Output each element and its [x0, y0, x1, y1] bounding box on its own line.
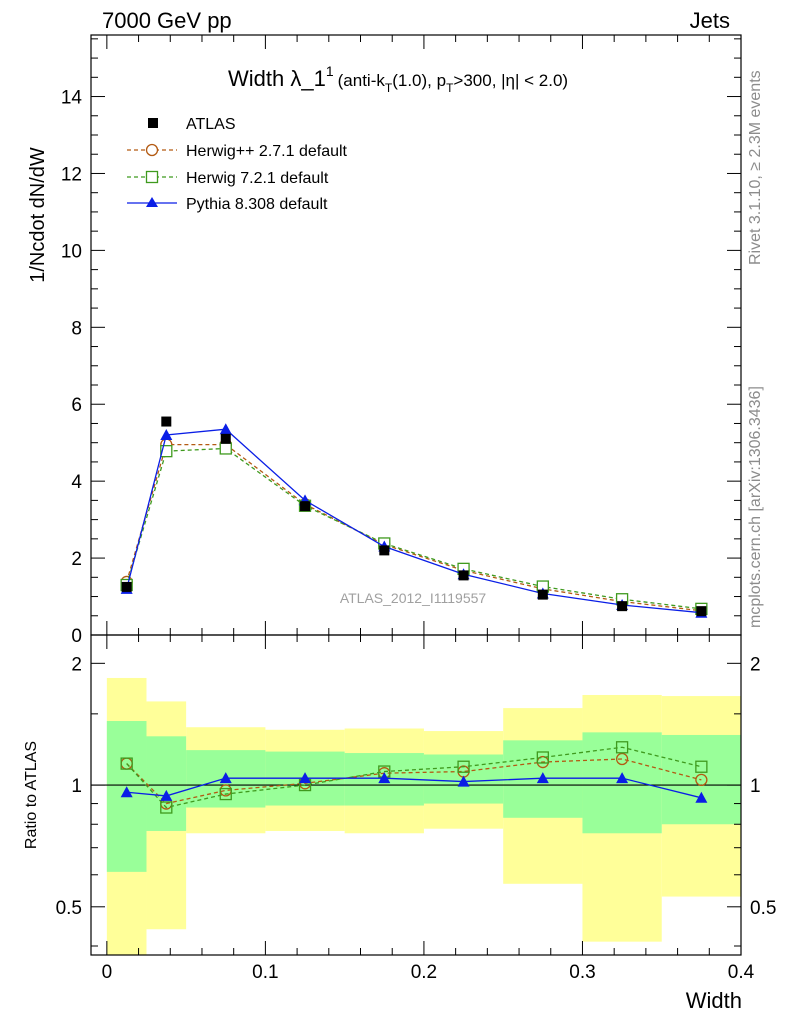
- ratio-ytick-label-right: 0.5: [750, 898, 776, 919]
- ratio-series-herwig-7-2-1-default: [120, 741, 708, 814]
- legend-label-herwig7: Herwig 7.2.1 default: [186, 170, 329, 187]
- main-ytick-label: 2: [71, 549, 82, 570]
- ratio-ytick-label-right: 1: [750, 776, 761, 797]
- series-line: [126, 428, 702, 614]
- ratio-point: [219, 772, 232, 784]
- title-sub-b: (1.0), p: [392, 71, 446, 90]
- legend-label-atlas: ATLAS: [186, 116, 236, 133]
- main-ticks: 0 2 4 6 8 10 12 14: [61, 35, 742, 647]
- main-ytick-label: 6: [71, 395, 82, 416]
- ratio-point: [615, 741, 629, 754]
- ratio-point: [120, 786, 133, 798]
- data-point: [379, 545, 390, 556]
- title-sub-t1: T: [385, 81, 393, 95]
- ratio-series-pythia-8-308-default: [120, 772, 708, 803]
- xtick-label: 0.3: [569, 962, 595, 983]
- main-data-layer: [120, 416, 708, 618]
- data-point: [160, 445, 173, 458]
- ratio-ytick-label: 2: [71, 654, 82, 675]
- ratio-ytick-label: 1: [71, 776, 82, 797]
- legend-entry-atlas: ATLAS: [148, 116, 236, 133]
- ratio-ytick-label-right: 2: [750, 654, 761, 675]
- ratio-point: [536, 772, 549, 784]
- title-sub-c: >300, |η| < 2.0): [453, 71, 568, 90]
- main-ytick-label: 14: [61, 88, 83, 109]
- data-point: [458, 570, 469, 581]
- main-ytick-label: 8: [71, 318, 82, 339]
- main-ylabel: 1/Ncdot dN/dW: [27, 147, 49, 283]
- main-ytick-label: 10: [61, 241, 82, 262]
- ratio-point: [378, 772, 391, 784]
- legend-entry-herwig7: Herwig 7.2.1 default: [127, 170, 329, 187]
- ratio-ylabel: Ratio to ATLAS: [23, 741, 40, 849]
- mcplots-label: mcplots.cern.ch [arXiv:1306.3436]: [747, 386, 764, 628]
- xtick-label: 0.2: [411, 962, 437, 983]
- ratio-frame: [90, 634, 742, 956]
- series-line: [126, 443, 702, 612]
- series-atlas: [121, 416, 707, 617]
- main-ytick-label: 12: [61, 164, 82, 185]
- legend-label-herwigpp: Herwig++ 2.7.1 default: [186, 143, 348, 160]
- xtick-label: 0: [102, 962, 113, 983]
- ratio-point: [615, 752, 629, 766]
- legend-marker-herwig7: [145, 170, 159, 184]
- data-point: [617, 601, 628, 612]
- ratio-point: [160, 789, 173, 801]
- ratio-point: [536, 751, 549, 764]
- data-point: [219, 423, 232, 435]
- x-axis-label: Width: [686, 988, 742, 1013]
- band-inner: [146, 736, 187, 831]
- title-sub-a: (anti-k: [338, 71, 386, 90]
- data-point: [161, 416, 172, 427]
- legend-marker-pythia: [146, 197, 158, 207]
- data-point: [121, 581, 132, 592]
- ratio-point: [160, 801, 173, 814]
- series-herwig-7-2-1-default: [120, 442, 708, 615]
- title-sup: 1: [326, 63, 334, 79]
- title-main: Width λ_1: [228, 66, 326, 91]
- ratio-point: [299, 772, 312, 784]
- ratio-line: [126, 746, 702, 809]
- series-line: [126, 447, 702, 610]
- rivet-label: Rivet 3.1.10, ≥ 2.3M events: [747, 70, 764, 265]
- ratio-point: [695, 760, 708, 773]
- legend-marker-atlas: [148, 118, 158, 128]
- legend-entry-pythia: Pythia 8.308 default: [127, 196, 328, 213]
- ratio-point: [616, 772, 629, 784]
- data-point: [537, 589, 548, 600]
- ratio-point: [695, 791, 708, 803]
- chart-title: Width λ_11 (anti-kT(1.0), pT>300, |η| < 2…: [228, 63, 568, 95]
- main-panel: 0 2 4 6 8 10 12 14 ATLAS_2012_I1119557 Width λ_…: [27, 34, 742, 647]
- data-point: [696, 606, 707, 617]
- legend-label-pythia: Pythia 8.308 default: [186, 196, 328, 213]
- xtick-label: 0.4: [728, 962, 755, 983]
- ratio-point: [457, 775, 470, 787]
- legend-marker-herwigpp: [145, 143, 159, 157]
- header-right: Jets: [690, 8, 730, 33]
- ratio-ticks: 0.5 0.5 1 1 2 2 0 0.1 0.2 0.3 0.4: [56, 635, 776, 983]
- series-pythia-8-308-default: [120, 423, 708, 618]
- ratio-ytick-label: 0.5: [56, 898, 82, 919]
- ratio-panel: 0.5 0.5 1 1 2 2 0 0.1 0.2 0.3 0.4 Ratio to ATLAS W…: [23, 634, 776, 1013]
- data-point: [300, 501, 311, 512]
- ratio-point: [457, 760, 470, 773]
- data-point: [219, 442, 232, 455]
- main-ytick-label: 4: [71, 472, 82, 493]
- legend: ATLAS Herwig++ 2.7.1 default Herwig 7.2.…: [127, 116, 348, 213]
- data-point: [160, 429, 173, 440]
- data-point: [220, 433, 231, 444]
- ratio-point: [120, 757, 133, 770]
- title-sub-t2: T: [446, 81, 454, 95]
- watermark: ATLAS_2012_I1119557: [340, 590, 487, 606]
- ratio-point: [695, 773, 708, 787]
- header-left: 7000 GeV pp: [102, 8, 232, 33]
- ratio-data-layer: [91, 677, 741, 955]
- xtick-label: 0.1: [252, 962, 278, 983]
- main-ytick-label: 0: [71, 626, 82, 647]
- legend-entry-herwigpp: Herwig++ 2.7.1 default: [127, 143, 348, 160]
- ratio-point: [219, 787, 232, 801]
